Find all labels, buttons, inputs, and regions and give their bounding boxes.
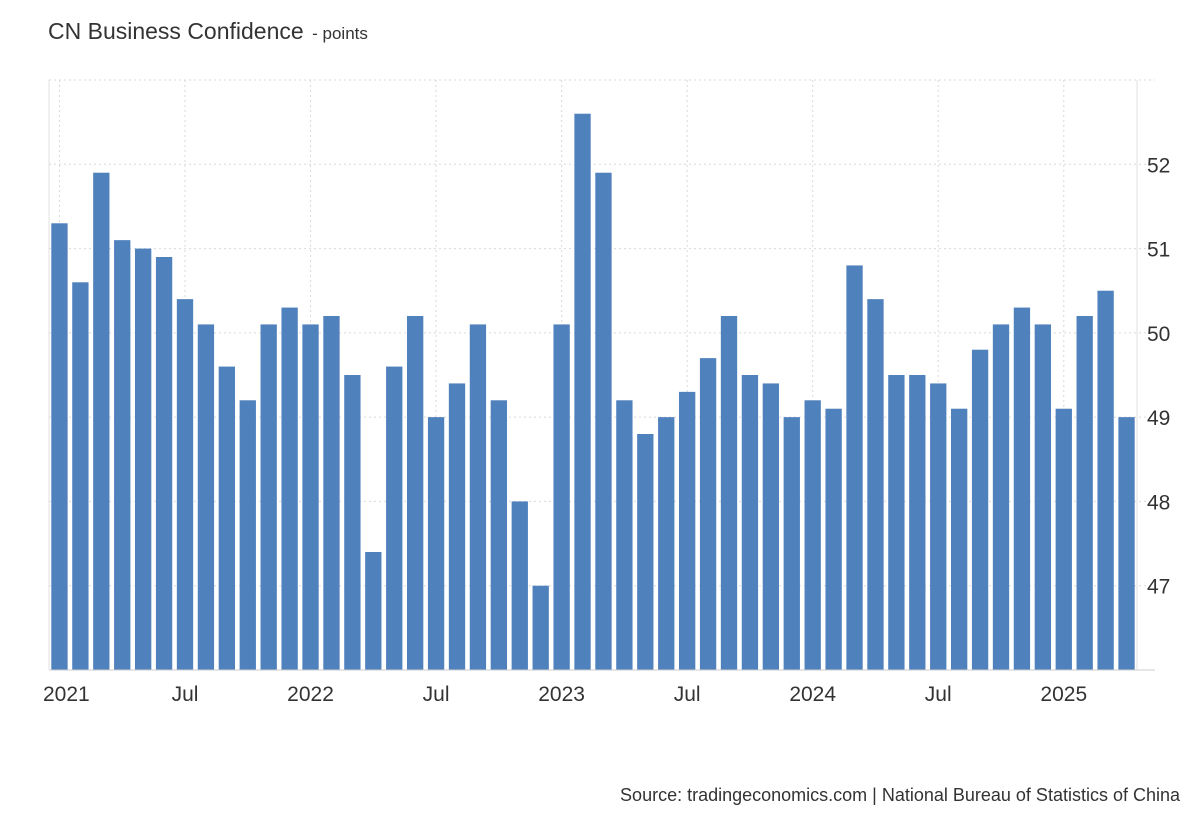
bar [930,383,947,670]
bar [114,240,131,670]
bar-series [51,113,1135,671]
bar [469,324,487,670]
bar [574,113,591,670]
bar [386,366,403,670]
bar [783,417,800,670]
bar [155,257,173,670]
y-tick-label: 51 [1147,239,1170,262]
bar [93,172,110,670]
bar [804,400,821,670]
x-tick-label: 2025 [1040,683,1087,706]
y-tick-label: 47 [1147,576,1170,599]
bar [825,408,842,670]
bar [406,316,424,670]
bar [1118,417,1135,670]
bar [950,408,968,670]
y-tick-label: 49 [1147,407,1170,430]
bar [281,307,298,670]
bar [134,248,152,671]
bar [553,324,570,670]
x-tick-label: 2021 [43,683,90,706]
bar [448,383,466,670]
bar-chart: 47 48 49 50 51 52 2021 Jul 2022 Jul 2023 Jul 2024 Ju… [43,79,1170,706]
chart-title-row: CN Business Confidence - points [48,18,368,45]
bar [490,400,508,670]
x-tick-label: 2022 [287,683,334,706]
bar [616,400,633,670]
bar [218,366,236,670]
bar [1034,324,1052,670]
bar [678,391,696,670]
bar [197,324,215,670]
y-tick-label: 48 [1147,491,1170,514]
x-tick-label: Jul [925,683,952,706]
bar [1097,290,1114,670]
bar [867,299,884,670]
x-tick-label: Jul [423,683,450,706]
bar [658,417,675,670]
chart-subtitle: - points [312,24,368,43]
bar [720,316,738,670]
bar [1055,408,1072,670]
bar [1013,307,1031,670]
x-tick-label: 2024 [789,683,836,706]
bar [888,375,905,670]
bar [1076,316,1093,670]
x-tick-label: 2023 [538,683,585,706]
y-tick-label: 50 [1147,323,1170,346]
bar [699,358,717,670]
bar [846,265,863,670]
bar [260,324,277,670]
x-axis-tick-labels: 2021 Jul 2022 Jul 2023 Jul 2024 Jul 2025 [43,683,1087,706]
y-tick-label: 52 [1147,154,1170,177]
bar [323,316,340,670]
bar [176,299,194,670]
bar [971,349,989,670]
bar [992,324,1010,670]
bar [302,324,319,670]
source-note: Source: tradingeconomics.com | National … [620,785,1180,805]
bar [595,172,612,670]
bar [51,223,68,671]
bar [72,282,89,670]
bar [532,585,549,670]
bar [741,375,759,670]
bar [909,375,926,670]
bar [365,552,382,670]
x-tick-label: Jul [674,683,701,706]
y-axis-tick-labels: 47 48 49 50 51 52 [1147,154,1170,598]
bar [511,501,528,670]
x-tick-label: Jul [172,683,199,706]
axes [48,80,1155,671]
bar [239,400,256,670]
bar [637,434,654,670]
bar [427,417,445,670]
bar [762,383,780,670]
bar [344,375,361,670]
chart-title: CN Business Confidence [48,18,304,44]
